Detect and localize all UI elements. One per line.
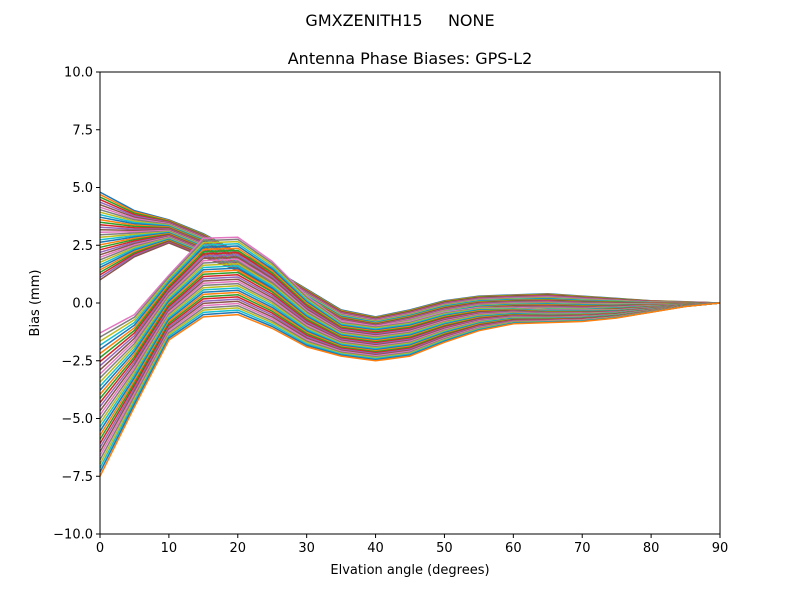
x-axis-ticks: 0 10 20 30 40 50 60 70 80 90 xyxy=(96,534,728,556)
y-tick-label: −2.5 xyxy=(61,354,93,369)
x-tick-label: 70 xyxy=(574,541,591,556)
figure-suptitle: GMXZENITH15 NONE xyxy=(305,11,494,30)
y-axis-ticks: 10.0 7.5 5.0 2.5 0.0 −2.5 −5.0 −7.5 −10.0 xyxy=(53,66,100,543)
x-axis-label: Elvation angle (degrees) xyxy=(330,563,489,578)
x-tick-label: 30 xyxy=(298,541,315,556)
x-tick-label: 40 xyxy=(367,541,384,556)
chart-title: Antenna Phase Biases: GPS-L2 xyxy=(288,49,533,68)
y-tick-label: 5.0 xyxy=(72,181,93,196)
y-tick-label: −7.5 xyxy=(61,470,93,485)
y-tick-label: −5.0 xyxy=(61,412,93,427)
x-tick-label: 90 xyxy=(712,541,729,556)
x-tick-label: 60 xyxy=(505,541,522,556)
y-tick-label: 0.0 xyxy=(72,297,93,312)
x-tick-label: 0 xyxy=(96,541,104,556)
x-tick-label: 80 xyxy=(643,541,660,556)
y-tick-label: 7.5 xyxy=(72,123,93,138)
y-tick-label: −10.0 xyxy=(53,528,93,543)
x-tick-label: 50 xyxy=(436,541,453,556)
plot-lines xyxy=(99,191,721,477)
y-tick-label: 2.5 xyxy=(72,239,93,254)
x-tick-label: 10 xyxy=(161,541,178,556)
series-line xyxy=(99,302,721,477)
y-tick-label: 10.0 xyxy=(64,66,93,81)
x-tick-label: 20 xyxy=(230,541,247,556)
y-axis-label: Bias (mm) xyxy=(28,270,43,337)
